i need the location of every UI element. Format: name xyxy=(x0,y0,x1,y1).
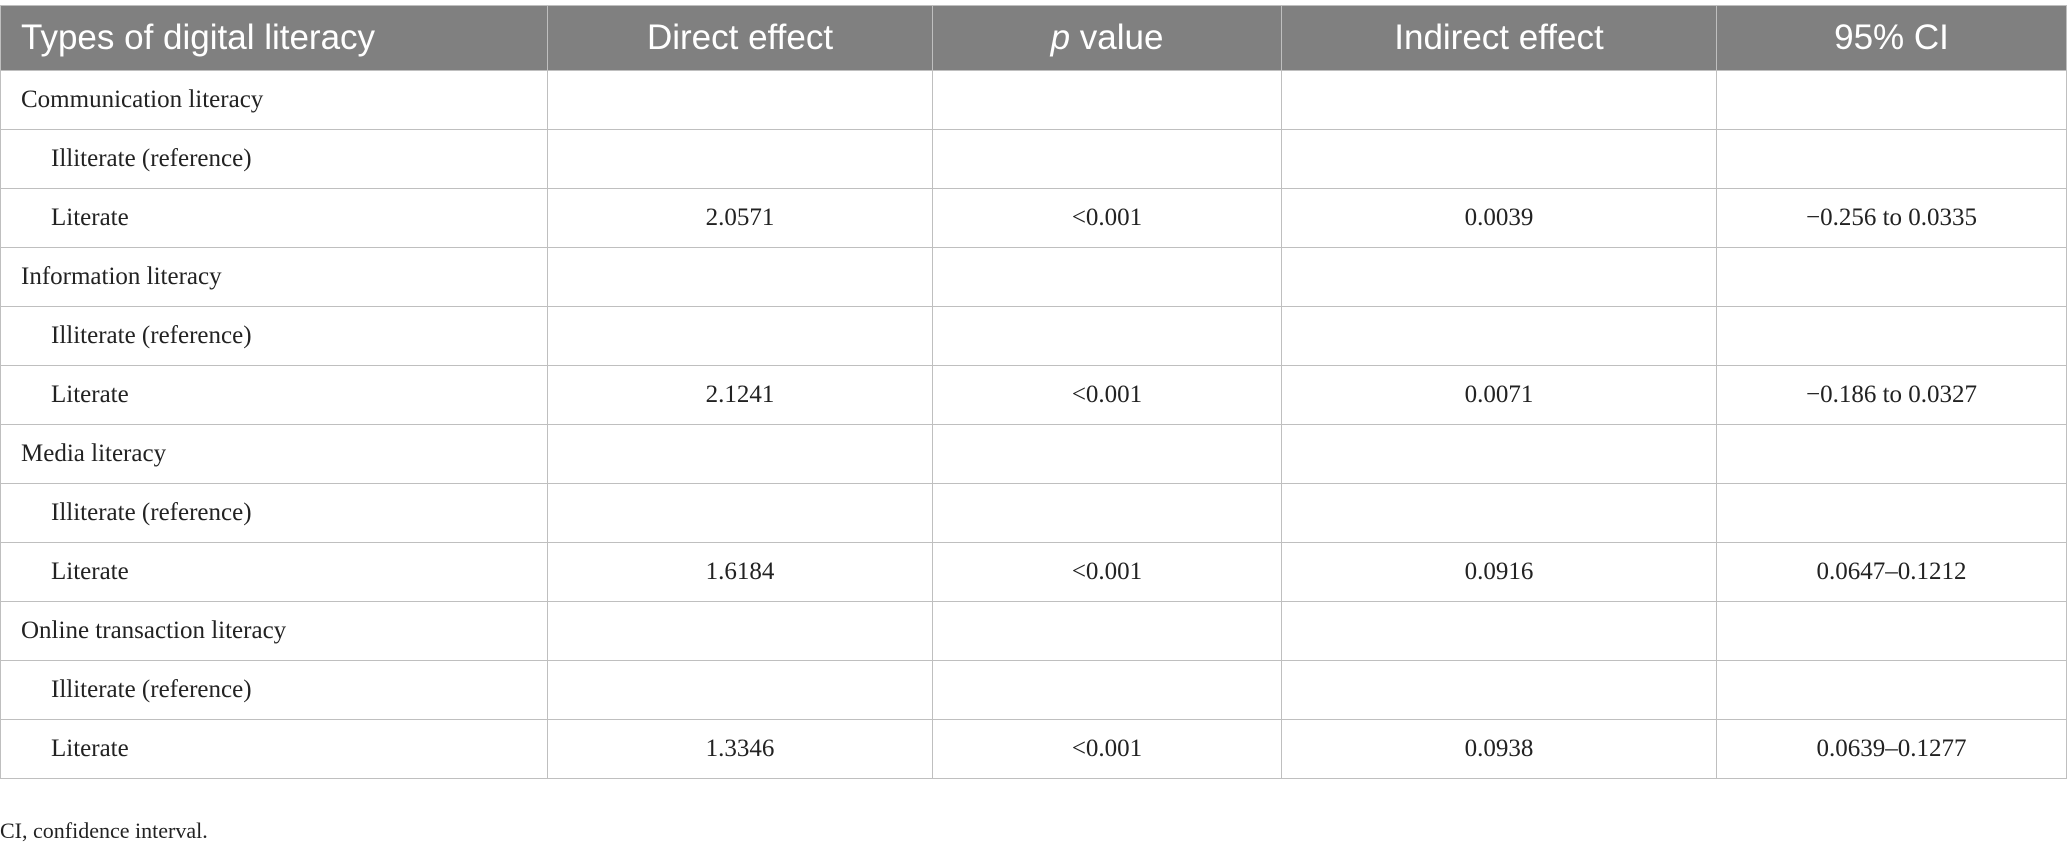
reference-row: Illiterate (reference) xyxy=(0,306,2067,366)
empty-cell xyxy=(1281,247,1717,307)
header-italic: p xyxy=(1050,18,1071,57)
header-cell: p value xyxy=(932,5,1282,71)
literate-row: Literate 2.0571 <0.001 0.0039 −0.256 to 0.03… xyxy=(0,188,2067,248)
reference-label: Illiterate (reference) xyxy=(0,483,548,543)
header-cell: 95% CI xyxy=(1716,5,2067,71)
empty-cell xyxy=(932,660,1282,720)
literate-label: Literate xyxy=(0,719,548,779)
direct-effect: 1.6184 xyxy=(547,542,933,602)
empty-cell xyxy=(1281,660,1717,720)
empty-cell xyxy=(547,483,933,543)
footnote: CI, confidence interval. xyxy=(0,818,208,843)
empty-cell xyxy=(1716,660,2067,720)
literate-label: Literate xyxy=(0,365,548,425)
empty-cell xyxy=(547,70,933,130)
header-cell: Indirect effect xyxy=(1281,5,1717,71)
reference-row: Illiterate (reference) xyxy=(0,129,2067,189)
p-value: <0.001 xyxy=(932,365,1282,425)
confidence-interval: −0.256 to 0.0335 xyxy=(1716,188,2067,248)
empty-cell xyxy=(1281,483,1717,543)
direct-effect: 2.1241 xyxy=(547,365,933,425)
header-row: Types of digital literacy Direct effect p … xyxy=(0,5,2067,71)
empty-cell xyxy=(547,660,933,720)
literate-row: Literate 1.6184 <0.001 0.0916 0.0647–0.1212 xyxy=(0,542,2067,602)
empty-cell xyxy=(547,306,933,366)
reference-label: Illiterate (reference) xyxy=(0,660,548,720)
empty-cell xyxy=(932,601,1282,661)
empty-cell xyxy=(1716,306,2067,366)
group-row: Online transaction literacy xyxy=(0,601,2067,661)
indirect-effect: 0.0071 xyxy=(1281,365,1717,425)
indirect-effect: 0.0938 xyxy=(1281,719,1717,779)
empty-cell xyxy=(1281,601,1717,661)
reference-row: Illiterate (reference) xyxy=(0,483,2067,543)
reference-label: Illiterate (reference) xyxy=(0,306,548,366)
group-label: Information literacy xyxy=(0,247,548,307)
empty-cell xyxy=(1281,70,1717,130)
empty-cell xyxy=(1716,483,2067,543)
header-cell: Types of digital literacy xyxy=(0,5,548,71)
empty-cell xyxy=(1281,129,1717,189)
indirect-effect: 0.0039 xyxy=(1281,188,1717,248)
empty-cell xyxy=(547,247,933,307)
empty-cell xyxy=(1281,424,1717,484)
group-label: Communication literacy xyxy=(0,70,548,130)
empty-cell xyxy=(1281,306,1717,366)
literate-row: Literate 2.1241 <0.001 0.0071 −0.186 to 0.03… xyxy=(0,365,2067,425)
reference-label: Illiterate (reference) xyxy=(0,129,548,189)
indirect-effect: 0.0916 xyxy=(1281,542,1717,602)
group-row: Information literacy xyxy=(0,247,2067,307)
literate-label: Literate xyxy=(0,188,548,248)
group-label: Online transaction literacy xyxy=(0,601,548,661)
reference-row: Illiterate (reference) xyxy=(0,660,2067,720)
confidence-interval: 0.0647–0.1212 xyxy=(1716,542,2067,602)
direct-effect: 2.0571 xyxy=(547,188,933,248)
empty-cell xyxy=(547,129,933,189)
empty-cell xyxy=(1716,424,2067,484)
empty-cell xyxy=(547,601,933,661)
confidence-interval: −0.186 to 0.0327 xyxy=(1716,365,2067,425)
empty-cell xyxy=(932,306,1282,366)
header-text: value xyxy=(1079,18,1164,57)
direct-effect: 1.3346 xyxy=(547,719,933,779)
header-cell: Direct effect xyxy=(547,5,933,71)
empty-cell xyxy=(547,424,933,484)
empty-cell xyxy=(932,70,1282,130)
confidence-interval: 0.0639–0.1277 xyxy=(1716,719,2067,779)
empty-cell xyxy=(1716,70,2067,130)
empty-cell xyxy=(1716,601,2067,661)
group-row: Media literacy xyxy=(0,424,2067,484)
table-body: Communication literacy Illiterate (refere… xyxy=(0,70,2067,779)
literate-row: Literate 1.3346 <0.001 0.0938 0.0639–0.1277 xyxy=(0,719,2067,779)
empty-cell xyxy=(932,483,1282,543)
empty-cell xyxy=(932,129,1282,189)
empty-cell xyxy=(932,424,1282,484)
empty-cell xyxy=(1716,247,2067,307)
p-value: <0.001 xyxy=(932,542,1282,602)
group-row: Communication literacy xyxy=(0,70,2067,130)
empty-cell xyxy=(1716,129,2067,189)
literate-label: Literate xyxy=(0,542,548,602)
group-label: Media literacy xyxy=(0,424,548,484)
p-value: <0.001 xyxy=(932,188,1282,248)
empty-cell xyxy=(932,247,1282,307)
results-table: Types of digital literacy Direct effect p … xyxy=(0,5,2067,779)
p-value: <0.001 xyxy=(932,719,1282,779)
